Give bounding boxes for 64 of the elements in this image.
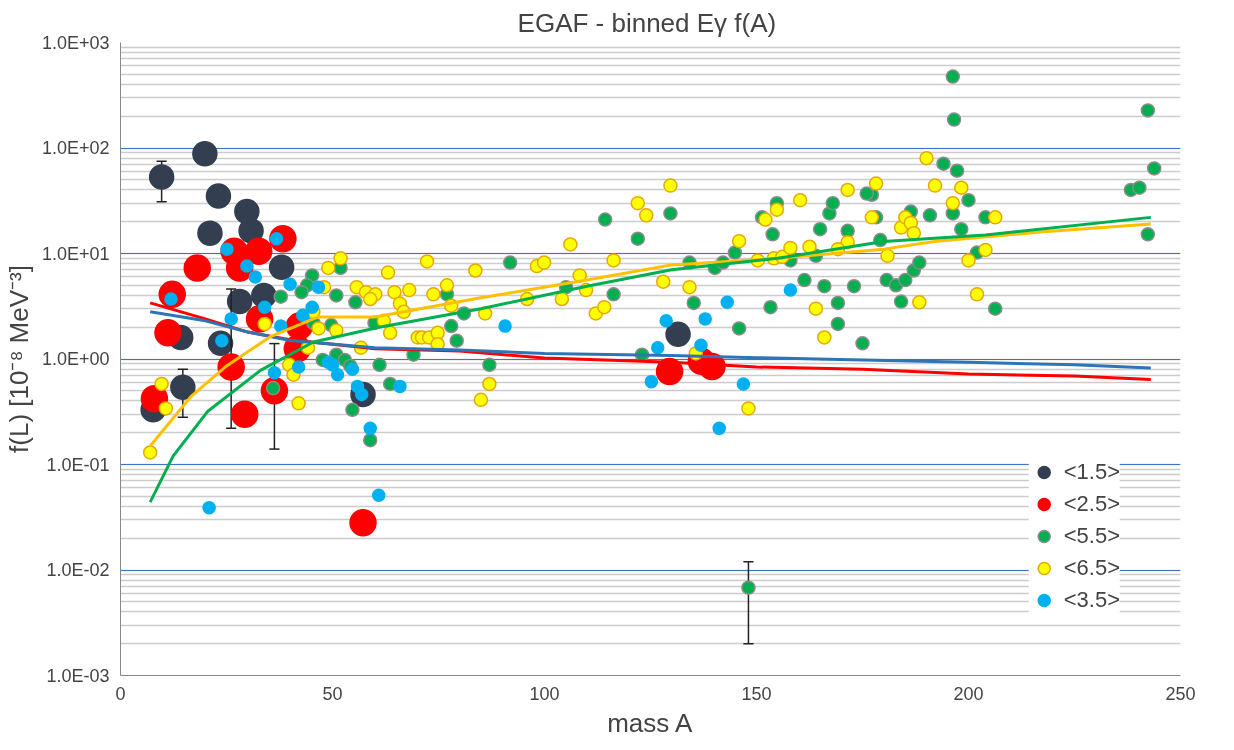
point [244,237,273,265]
point [393,379,407,394]
y-tick-label: 1.0E+00 [41,349,110,369]
y-tick-label: 1.0E+03 [41,32,110,53]
point [783,283,798,297]
point [363,421,377,436]
point [230,400,259,428]
point [291,360,306,374]
x-tick-label: 100 [529,683,560,704]
legend-label: <2.5> [1063,491,1120,517]
point [205,183,232,209]
point [197,220,223,246]
y-tick-label: 1.0E-03 [46,665,110,686]
point [283,277,297,292]
point [498,319,512,333]
x-tick-label: 150 [741,683,772,704]
chart-title: EGAF - binned Eγ f(A) [517,7,777,38]
x-tick-label: 250 [1165,683,1196,704]
point [644,374,659,389]
legend-label: <3.5> [1063,587,1120,613]
point [154,319,182,347]
point [267,366,282,380]
point [240,259,254,273]
point [148,164,175,190]
point [202,500,216,515]
point [257,300,272,314]
y-tick-label: 1.0E-01 [46,454,110,475]
point [170,374,196,400]
point [296,308,310,322]
point [659,314,673,328]
point [650,340,665,355]
point [224,312,238,326]
point [349,509,377,537]
point [720,295,734,309]
point [226,288,253,315]
point [305,300,319,314]
point [248,270,263,284]
point [712,421,726,436]
x-tick-label: 50 [322,683,343,704]
y-axis-title: f(L) [10⁻⁸ MeV⁻³] [3,265,34,453]
point [736,377,751,391]
x-tick-label: 0 [115,683,126,704]
point [345,362,360,376]
point [694,338,708,352]
legend-label: <6.5> [1063,555,1120,581]
point [665,321,691,347]
point [183,254,211,282]
point [655,357,684,386]
point [371,488,386,503]
y-tick-label: 1.0E+02 [41,138,110,158]
x-tick-label: 200 [953,683,984,704]
legend-label: <5.5> [1063,523,1120,549]
point [268,254,295,281]
y-tick-label: 1.0E-02 [46,560,110,580]
point [311,280,326,294]
point [325,358,340,372]
point [330,367,345,382]
line-series [148,310,1153,370]
legend-label: <1.5> [1063,459,1120,485]
point [698,312,712,326]
y-tick-label: 1.0E+01 [41,243,110,264]
x-axis-title: mass A [607,707,694,738]
point [192,141,218,167]
point [238,218,264,244]
